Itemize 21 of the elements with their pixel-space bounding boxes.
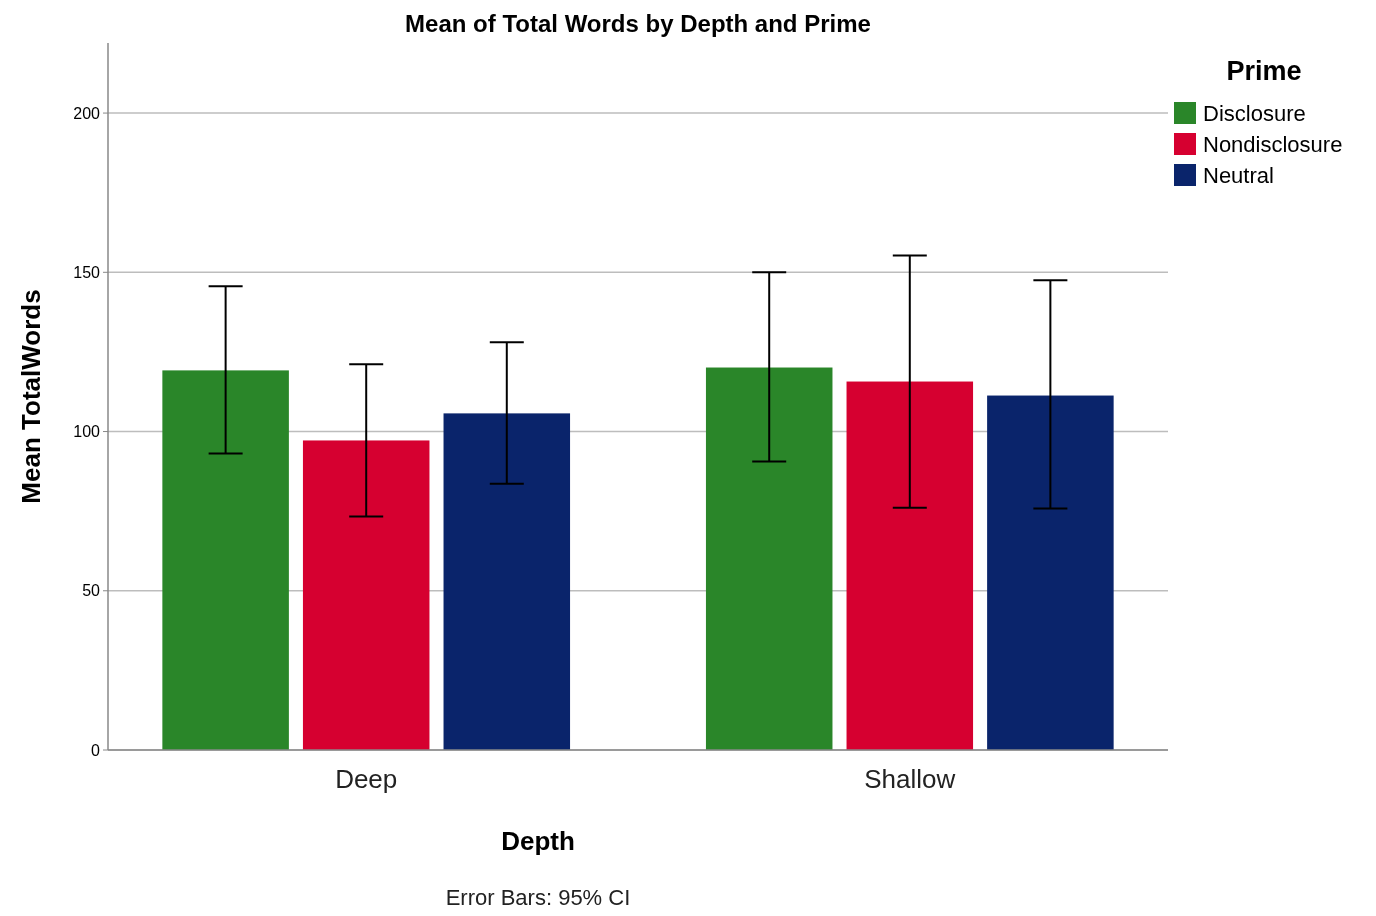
bar bbox=[302, 440, 430, 750]
y-tick-label: 200 bbox=[73, 104, 101, 122]
y-tick-label: 150 bbox=[73, 263, 101, 281]
y-axis-title: Mean TotalWords bbox=[16, 289, 46, 504]
legend-label: Nondisclosure bbox=[1203, 131, 1343, 157]
x-axis-title: Depth bbox=[501, 826, 575, 856]
x-tick-label: Deep bbox=[335, 764, 398, 794]
x-tick-label: Shallow bbox=[864, 764, 956, 794]
bar bbox=[987, 395, 1114, 750]
chart-title: Mean of Total Words by Depth and Prime bbox=[405, 10, 871, 37]
bar bbox=[443, 413, 571, 750]
bar bbox=[162, 370, 289, 750]
y-tick-label: 50 bbox=[82, 582, 101, 600]
legend-label: Neutral bbox=[1203, 162, 1274, 188]
legend-label: Disclosure bbox=[1203, 100, 1306, 126]
bar bbox=[846, 381, 974, 750]
y-tick-label: 100 bbox=[73, 423, 101, 441]
text: Error Bars: 95% CI bbox=[445, 885, 631, 910]
legend-title: Prime bbox=[1226, 56, 1302, 86]
bar bbox=[705, 367, 833, 750]
y-tick-label: 0 bbox=[91, 741, 101, 759]
